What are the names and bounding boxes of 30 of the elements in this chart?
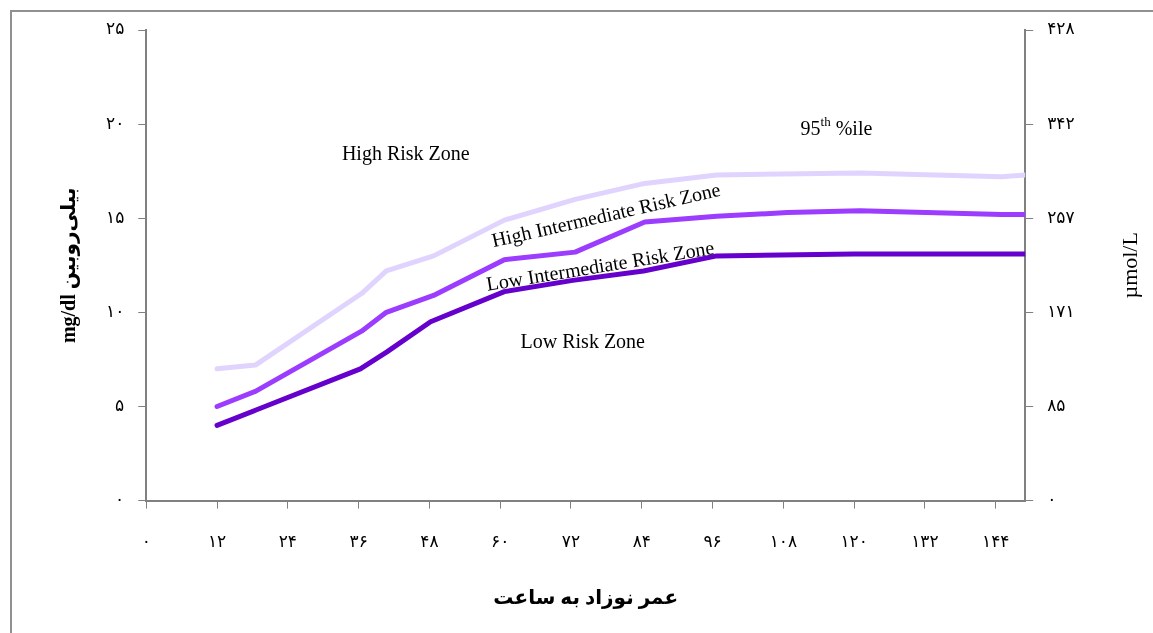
y2-tick-label: ۰ (1047, 490, 1057, 510)
y-axis-title: mg/dl بیلی‌روبین (57, 187, 81, 344)
x-tick-label: ۰ (141, 532, 151, 552)
x-tick-label: ۲۴ (278, 532, 297, 552)
x-tick-label: ۱۲ (207, 532, 227, 552)
x-tick-label: ۸۴ (632, 532, 651, 552)
y-tick-label: ۲۰ (106, 113, 125, 133)
x-tick-label: ۶۰ (491, 532, 510, 552)
y-tick-label: ۵ (115, 395, 125, 415)
y2-tick-label: ۲۵۷ (1047, 207, 1075, 227)
x-tick-label: ۱۲۰ (840, 532, 868, 552)
y2-tick-label: ۸۵ (1047, 395, 1066, 415)
y2-tick-label: ۳۴۲ (1047, 113, 1075, 133)
x-tick-label: ۱۴۴ (982, 532, 1010, 552)
x-tick-label: ۱۰۸ (769, 532, 798, 552)
x-tick-label: ۴۸ (420, 532, 439, 552)
x-axis-title: عمر نوزاد به ساعت (493, 586, 679, 610)
x-tick-label: ۳۶ (349, 532, 368, 552)
annotation: Low Risk Zone (520, 329, 646, 352)
y2-tick-label: ۴۲۸ (1047, 19, 1075, 39)
annotation: High Risk Zone (341, 142, 470, 166)
y2-tick-label: ۱۷۱ (1047, 301, 1075, 321)
y-tick-label: ۱۵ (106, 207, 125, 227)
y-tick-label: ۰ (115, 490, 125, 510)
x-tick-label: ۹۶ (703, 532, 722, 552)
y-tick-label: ۲۵ (106, 19, 125, 39)
x-tick-label: ۷۲ (561, 532, 581, 552)
y-tick-label: ۱۰ (106, 301, 125, 321)
y2-axis-title: µmol/L (1116, 232, 1142, 299)
x-tick-label: ۱۳۲ (911, 532, 939, 552)
